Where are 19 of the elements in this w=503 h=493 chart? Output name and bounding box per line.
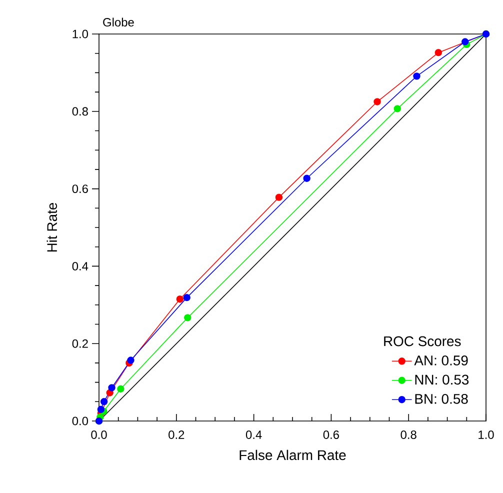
y-tick-label: 1.0 [72, 30, 88, 38]
x-tick-label: 1.0 [478, 430, 494, 439]
y-tick-label: 0.0 [72, 416, 88, 426]
x-tick-label: 0.4 [246, 430, 262, 439]
legend-label: AN: 0.59 [414, 356, 468, 366]
legend-title: ROC Scores [384, 336, 461, 346]
x-tick-label: 0.0 [91, 430, 107, 439]
chart-title: Globe [103, 18, 134, 26]
y-tick-label: 0.8 [72, 107, 88, 116]
legend-label: NN: 0.53 [415, 374, 469, 385]
x-tick-label: 0.8 [400, 430, 416, 439]
y-tick-label: 0.4 [72, 262, 88, 270]
legend-label: BN: 0.58 [415, 394, 468, 404]
x-tick-label: 0.2 [168, 430, 184, 439]
x-axis-title: False Alarm Rate [240, 450, 346, 460]
y-tick-label: 0.6 [72, 184, 88, 194]
y-axis-title: Hit Rate [46, 202, 58, 252]
y-tick-label: 0.2 [72, 339, 88, 348]
x-tick-label: 0.6 [323, 430, 339, 439]
